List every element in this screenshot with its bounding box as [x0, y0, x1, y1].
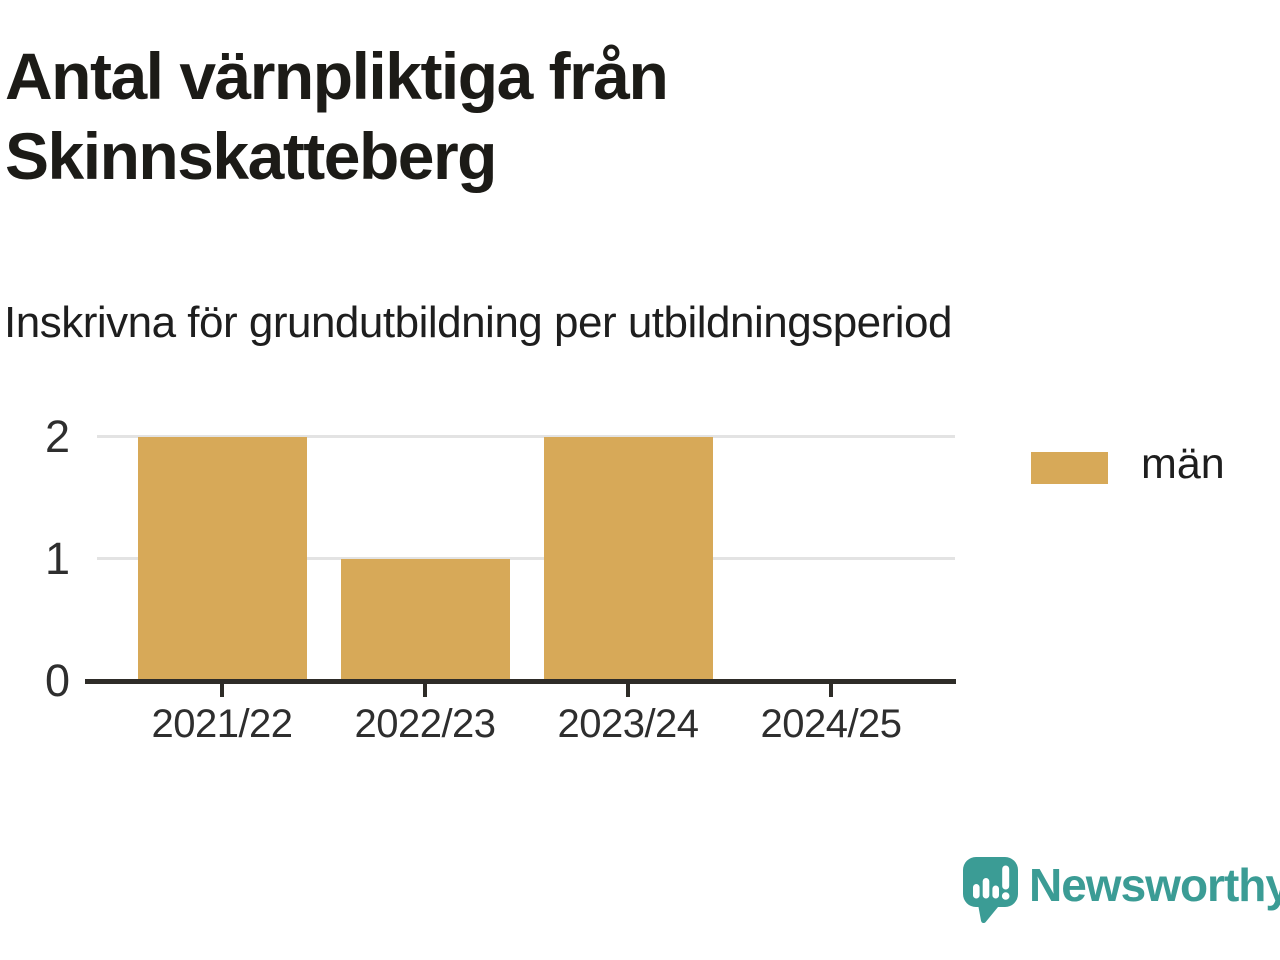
bar-2023/24 [543, 437, 713, 681]
y-axis-label-0: 0 [44, 655, 70, 706]
bar-2021/22 [137, 437, 307, 681]
y-axis-label-1: 1 [44, 533, 70, 584]
newsworthy-logo-text: Newsworthy [1029, 859, 1280, 911]
gridline-y-2 [97, 435, 955, 438]
newsworthy-branding: Newsworthy [963, 857, 1280, 923]
bar-2022/23 [340, 559, 510, 681]
newsworthy-chart-bubble-icon [963, 857, 1018, 923]
chart-legend: män [1031, 440, 1225, 489]
legend-label-man: män [1141, 440, 1225, 488]
x-axis-label-2024/25: 2024/25 [760, 702, 902, 746]
x-tick-2021/22 [220, 684, 224, 697]
gridline-y-1 [97, 557, 955, 560]
x-axis-label-2023/24: 2023/24 [557, 702, 699, 746]
x-axis-label-2021/22: 2021/22 [151, 702, 293, 746]
x-axis-label-2022/23: 2022/23 [354, 702, 496, 746]
chart-subtitle: Inskrivna för grundutbildning per utbild… [4, 298, 953, 347]
page-title: Antal värnpliktiga från Skinnskatteberg [5, 39, 669, 193]
x-tick-2024/25 [829, 684, 833, 697]
x-tick-2022/23 [423, 684, 427, 697]
y-axis-label-2: 2 [44, 411, 70, 462]
x-axis-line [85, 679, 956, 684]
legend-swatch-man [1031, 451, 1108, 484]
x-tick-2023/24 [626, 684, 630, 697]
